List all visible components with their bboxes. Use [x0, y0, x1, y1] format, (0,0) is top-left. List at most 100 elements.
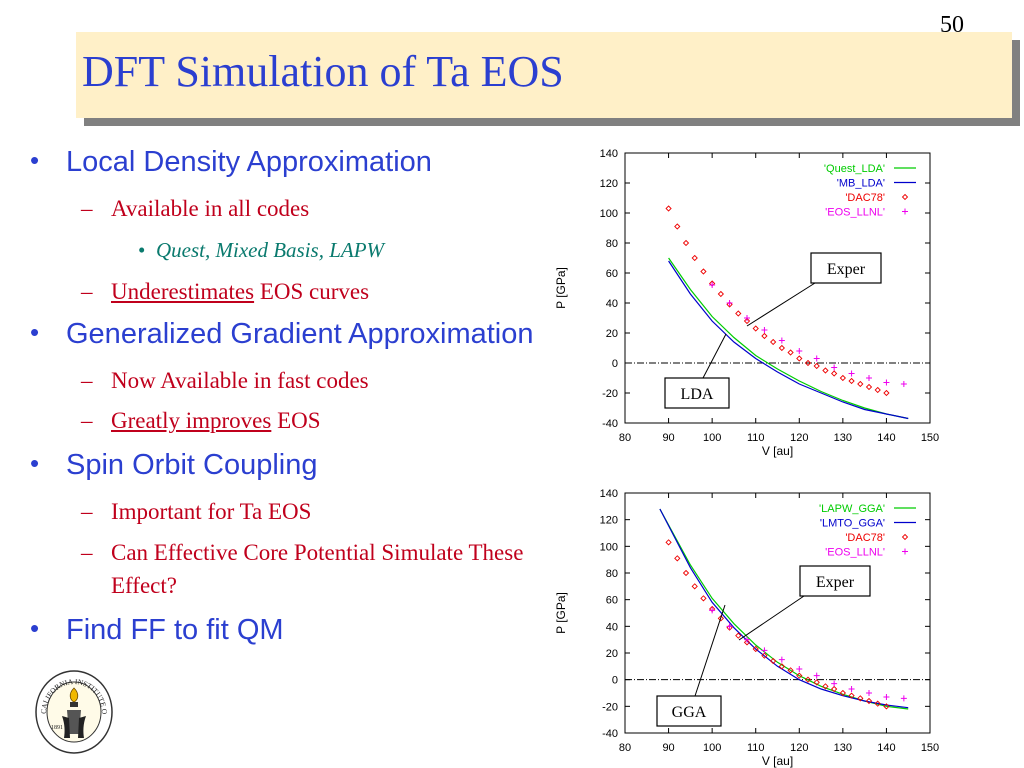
y-tick-label: 140	[600, 488, 618, 500]
data-point	[743, 317, 751, 325]
data-point	[700, 595, 707, 602]
data-point	[831, 370, 838, 377]
annotation-label: GGA	[672, 704, 707, 721]
y-tick-label: 120	[600, 178, 618, 190]
data-point	[717, 290, 724, 298]
data-point	[770, 657, 777, 665]
sub-bullet-text: EOS curves	[254, 279, 370, 304]
data-point	[761, 652, 768, 659]
data-point	[709, 607, 716, 614]
data-point	[674, 555, 681, 562]
data-point	[674, 223, 681, 230]
legend-label: 'DAC78'	[845, 192, 885, 204]
y-tick-label: 0	[612, 358, 618, 370]
series-line	[668, 257, 909, 420]
y-tick-label: 40	[606, 298, 618, 310]
lda-eos-chart: 80 90 100 110 120 130 140 150 -40 -20 0 20 40 60 80 100…	[555, 148, 939, 458]
sub-bullet-ecp: – Can Effective Core Potential Simulate T…	[81, 540, 524, 566]
plot-frame	[624, 492, 931, 734]
data-point	[865, 383, 873, 391]
x-tick-label: 100	[703, 432, 721, 444]
sub-bullet-text: Available in all codes	[111, 196, 310, 221]
bullet-spin-orbit: • Spin Orbit Coupling	[30, 448, 318, 482]
bullet-text: Local Density Approximation	[66, 146, 432, 178]
y-tick-label: 100	[600, 208, 618, 220]
data-point	[752, 325, 759, 332]
data-point	[857, 695, 864, 702]
bullet-text: Find FF to fit QM	[66, 614, 284, 646]
data-point	[813, 672, 820, 679]
data-point	[778, 663, 785, 670]
annotation-box	[664, 377, 730, 409]
y-axis-label: P [GPa]	[555, 592, 568, 634]
data-point	[804, 676, 812, 683]
x-tick-label: 90	[662, 742, 674, 754]
x-tick-label: 130	[834, 432, 852, 444]
data-point	[770, 338, 777, 346]
annotation-box	[656, 695, 722, 727]
data-point	[848, 692, 855, 699]
bullet-dot-icon: •	[138, 238, 146, 262]
bullet-dot-icon: •	[30, 448, 40, 478]
x-tick-label: 80	[619, 432, 631, 444]
annotation-pointer	[746, 282, 816, 327]
y-tick-label: 0	[612, 675, 618, 687]
dash-icon: –	[81, 196, 93, 221]
x-tick-label: 150	[921, 742, 939, 754]
annotation-pointer	[738, 595, 805, 641]
legend-swatch	[902, 548, 908, 555]
x-tick-label: 140	[877, 742, 895, 754]
series-line	[668, 260, 909, 420]
data-point	[787, 667, 794, 674]
data-point	[865, 697, 873, 705]
data-point	[874, 700, 881, 707]
data-point	[804, 359, 812, 367]
dash-icon: –	[81, 499, 93, 524]
data-point	[735, 632, 742, 639]
y-tick-label: -40	[602, 728, 618, 740]
data-point	[778, 344, 785, 352]
bullet-find-ff: • Find FF to fit QM	[30, 613, 284, 647]
data-point	[744, 315, 750, 321]
data-point	[682, 239, 690, 247]
bullet-dot-icon: •	[30, 613, 40, 643]
subsub-bullet-text: Quest, Mixed Basis, LAPW	[156, 238, 385, 262]
data-point	[796, 355, 803, 362]
data-point	[848, 370, 855, 377]
legend-label: 'LMTO_GGA'	[820, 518, 885, 530]
data-point	[726, 624, 733, 631]
sub-bullet-text: EOS	[271, 408, 321, 433]
sub-bullet-text: Can Effective Core Potential Simulate Th…	[111, 540, 524, 565]
bullet-text: Generalized Gradient Approximation	[66, 318, 534, 350]
annotation-pointer	[694, 604, 726, 697]
data-point	[717, 615, 724, 622]
data-point	[709, 282, 716, 288]
data-point	[761, 332, 768, 340]
x-tick-label: 120	[790, 742, 808, 754]
data-point	[874, 386, 881, 394]
data-point	[883, 694, 890, 700]
x-tick-label: 110	[747, 432, 765, 444]
bullet-lda: • Local Density Approximation	[30, 145, 432, 179]
data-point	[866, 375, 872, 381]
data-point	[831, 680, 838, 687]
data-point	[883, 379, 890, 386]
sub-bullet-text: Important for Ta EOS	[111, 499, 312, 524]
underlined-text: Greatly improves	[111, 408, 272, 433]
data-point	[796, 348, 803, 354]
annotation-pointer	[702, 333, 727, 379]
data-point	[726, 623, 733, 630]
x-axis-label: V [au]	[762, 444, 793, 458]
caltech-seal-icon: CALIFORNIA INSTITUTE OF TECHNOLOGY 1891	[34, 668, 113, 754]
data-point	[839, 689, 846, 697]
data-point	[743, 639, 751, 646]
dash-icon: –	[81, 368, 93, 393]
y-tick-label: 20	[606, 328, 618, 340]
sub-bullet-underestimates: – Underestimates EOS curves	[81, 279, 370, 305]
data-point	[761, 647, 768, 654]
data-point	[761, 327, 768, 333]
y-tick-label: 80	[606, 238, 618, 250]
bullet-text: Spin Orbit Coupling	[66, 449, 318, 481]
data-point	[813, 362, 820, 370]
legend-swatch	[901, 533, 909, 541]
